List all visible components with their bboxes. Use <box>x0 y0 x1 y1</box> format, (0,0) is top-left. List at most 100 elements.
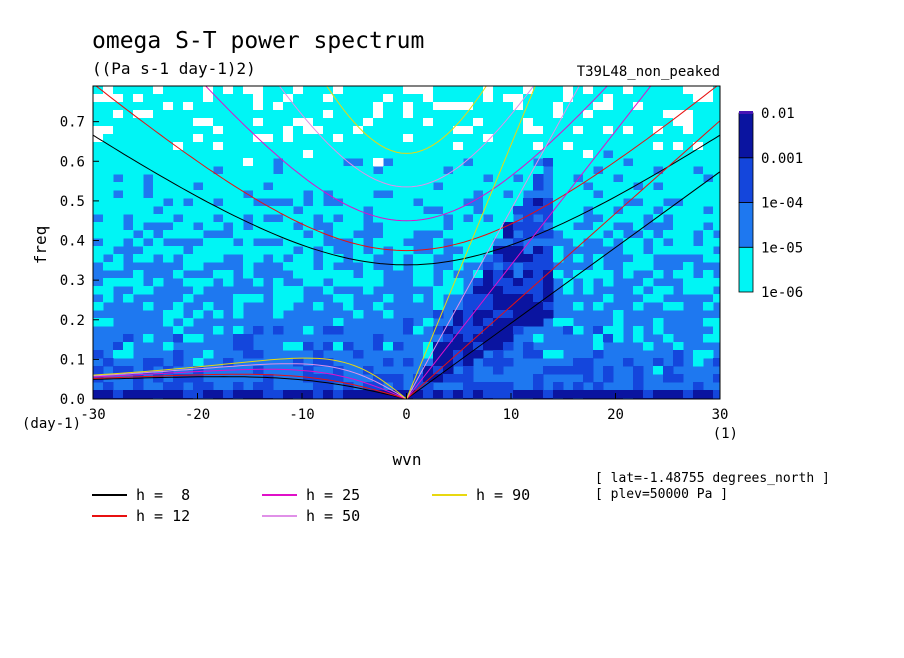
heatmap-cell <box>143 102 154 111</box>
heatmap-cell <box>663 246 674 255</box>
legend-label: h = 50 <box>306 507 360 525</box>
heatmap-cell <box>203 174 214 183</box>
heatmap-cell <box>203 190 214 199</box>
heatmap-cell <box>123 86 134 95</box>
heatmap-cell <box>263 174 274 183</box>
heatmap-cell <box>453 238 464 247</box>
heatmap-cell <box>623 142 634 151</box>
heatmap-cell <box>283 262 294 271</box>
heatmap-cell <box>693 214 704 223</box>
heatmap-cell <box>143 390 154 399</box>
heatmap-cell <box>663 230 674 239</box>
heatmap-cell <box>343 110 354 119</box>
heatmap-cell <box>393 238 404 247</box>
heatmap-cell <box>233 326 244 335</box>
heatmap-cell <box>233 174 244 183</box>
heatmap-cell <box>683 286 694 295</box>
heatmap-cell <box>483 190 494 199</box>
heatmap-cell <box>383 358 394 367</box>
heatmap-cell <box>713 198 720 207</box>
heatmap-cell <box>463 374 474 383</box>
heatmap-cell <box>563 150 574 159</box>
heatmap-cell <box>453 326 464 335</box>
heatmap-cell <box>273 326 284 335</box>
heatmap-cell <box>373 342 384 351</box>
heatmap-cell <box>413 206 424 215</box>
heatmap-cell <box>543 158 554 167</box>
heatmap-cell <box>703 350 714 359</box>
heatmap-cell <box>443 94 454 103</box>
heatmap-cell <box>463 190 474 199</box>
heatmap-cell <box>253 150 264 159</box>
heatmap-cell <box>263 118 274 127</box>
heatmap-cell <box>633 134 644 143</box>
heatmap-cell <box>133 238 144 247</box>
heatmap-cell <box>433 198 444 207</box>
dispersion-curves <box>93 86 720 399</box>
heatmap-cell <box>633 254 644 263</box>
heatmap-cell <box>713 134 720 143</box>
heatmap-cell <box>343 102 354 111</box>
heatmap-cell <box>173 110 184 119</box>
heatmap-cell <box>643 262 654 271</box>
heatmap-cell <box>653 294 664 303</box>
heatmap-cell <box>213 238 224 247</box>
heatmap-cell <box>483 278 494 287</box>
heatmap-cell <box>293 142 304 151</box>
heatmap-cell <box>473 110 484 119</box>
heatmap-cell <box>113 182 124 191</box>
heatmap-cell <box>293 110 304 119</box>
heatmap-cell <box>173 246 184 255</box>
heatmap-cell <box>123 350 134 359</box>
heatmap-cell <box>233 110 244 119</box>
heatmap-cell <box>493 294 504 303</box>
heatmap-cell <box>653 174 664 183</box>
heatmap-cell <box>693 142 704 151</box>
heatmap-cell <box>523 302 534 311</box>
heatmap-cell <box>553 206 564 215</box>
heatmap-cell <box>133 142 144 151</box>
heatmap-cell <box>393 174 404 183</box>
heatmap-cell <box>233 94 244 103</box>
heatmap-cell <box>93 166 104 175</box>
heatmap-cell <box>673 190 684 199</box>
heatmap-cell <box>323 134 334 143</box>
heatmap-cell <box>503 86 514 95</box>
heatmap-cell <box>693 110 704 119</box>
heatmap-cell <box>703 182 714 191</box>
heatmap-cell <box>403 142 414 151</box>
heatmap-cell <box>483 158 494 167</box>
heatmap-cell <box>173 190 184 199</box>
heatmap-cell <box>163 86 174 95</box>
heatmap-cell <box>473 278 484 287</box>
heatmap-cell <box>443 366 454 375</box>
heatmap-cell <box>603 214 614 223</box>
heatmap-cell <box>233 158 244 167</box>
heatmap-cell <box>273 222 284 231</box>
heatmap-cell <box>643 102 654 111</box>
heatmap-cell <box>333 390 344 399</box>
heatmap-cell <box>503 94 514 103</box>
heatmap-cell <box>253 174 264 183</box>
heatmap-cell <box>253 166 264 175</box>
heatmap-cell <box>483 358 494 367</box>
heatmap-cell <box>593 262 604 271</box>
kelvin-curve-h8 <box>406 171 720 399</box>
x-tick-label: 20 <box>607 407 624 423</box>
heatmap-cell <box>283 126 294 135</box>
heatmap-cell <box>423 366 434 375</box>
heatmap-cell <box>143 206 154 215</box>
heatmap-cell <box>153 198 164 207</box>
heatmap-cell <box>213 86 224 95</box>
heatmap-cell <box>93 222 104 231</box>
heatmap-cell <box>243 350 254 359</box>
heatmap-cell <box>243 142 254 151</box>
heatmap-cell <box>253 110 264 119</box>
heatmap-cell <box>563 230 574 239</box>
heatmap-cell <box>643 294 654 303</box>
heatmap-cell <box>433 158 444 167</box>
heatmap-cell <box>623 270 634 279</box>
heatmap-cell <box>353 134 364 143</box>
heatmap-cell <box>143 94 154 103</box>
heatmap-cell <box>373 246 384 255</box>
